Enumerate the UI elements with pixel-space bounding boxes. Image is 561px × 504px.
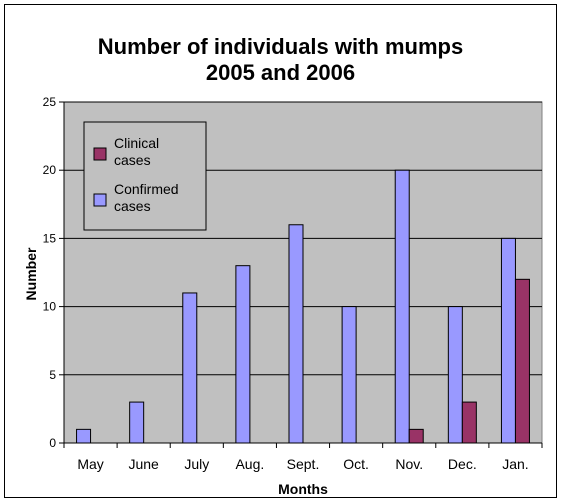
x-tick-label: Jan. <box>502 456 528 472</box>
y-tick-label: 0 <box>49 436 56 450</box>
bar-confirmed-cases <box>341 306 357 444</box>
bar-confirmed-cases <box>129 401 145 444</box>
bar-confirmed-cases <box>76 428 92 444</box>
bar-clinical-cases <box>461 401 477 444</box>
bar-confirmed-cases <box>235 265 251 444</box>
chart-title-line-2: 2005 and 2006 <box>205 60 356 85</box>
bar-confirmed-cases <box>500 237 516 444</box>
y-tick-label: 10 <box>43 300 57 314</box>
y-tick-label: 25 <box>43 95 57 109</box>
x-tick-label: Oct. <box>343 456 369 472</box>
y-tick-label: 20 <box>43 163 57 177</box>
y-tick-label: 5 <box>49 368 56 382</box>
bar-confirmed-cases <box>447 306 463 444</box>
x-axis-title: Months <box>278 481 328 497</box>
y-axis-title: Number <box>23 247 39 300</box>
x-tick-label: May <box>77 456 103 472</box>
axis-layer: 0 5 10 15 20 25 May June July Aug. Sept. Oct. Nov. De… <box>43 95 543 472</box>
bar-confirmed-cases <box>394 169 410 444</box>
bar-confirmed-cases <box>288 224 304 444</box>
bar-clinical-cases <box>514 278 530 444</box>
x-tick-label: June <box>128 456 159 472</box>
legend-swatch <box>93 147 107 161</box>
legend-label: cases <box>114 152 151 168</box>
x-tick-label: Nov. <box>395 456 423 472</box>
legend-box <box>83 121 207 231</box>
bar-confirmed-cases <box>182 292 198 444</box>
legend-label: cases <box>114 198 151 214</box>
legend-label: Clinical <box>114 135 159 151</box>
chart-title-line-1: Number of individuals with mumps <box>97 34 464 59</box>
x-tick-label: July <box>184 456 209 472</box>
y-tick-label: 15 <box>43 231 57 245</box>
bars-layer <box>76 169 530 444</box>
legend-swatch <box>93 193 107 207</box>
x-tick-label: Dec. <box>448 456 477 472</box>
x-tick-label: Aug. <box>235 456 264 472</box>
legend-label: Confirmed <box>114 181 179 197</box>
x-tick-label: Sept. <box>287 456 320 472</box>
bar-clinical-cases <box>408 428 424 444</box>
